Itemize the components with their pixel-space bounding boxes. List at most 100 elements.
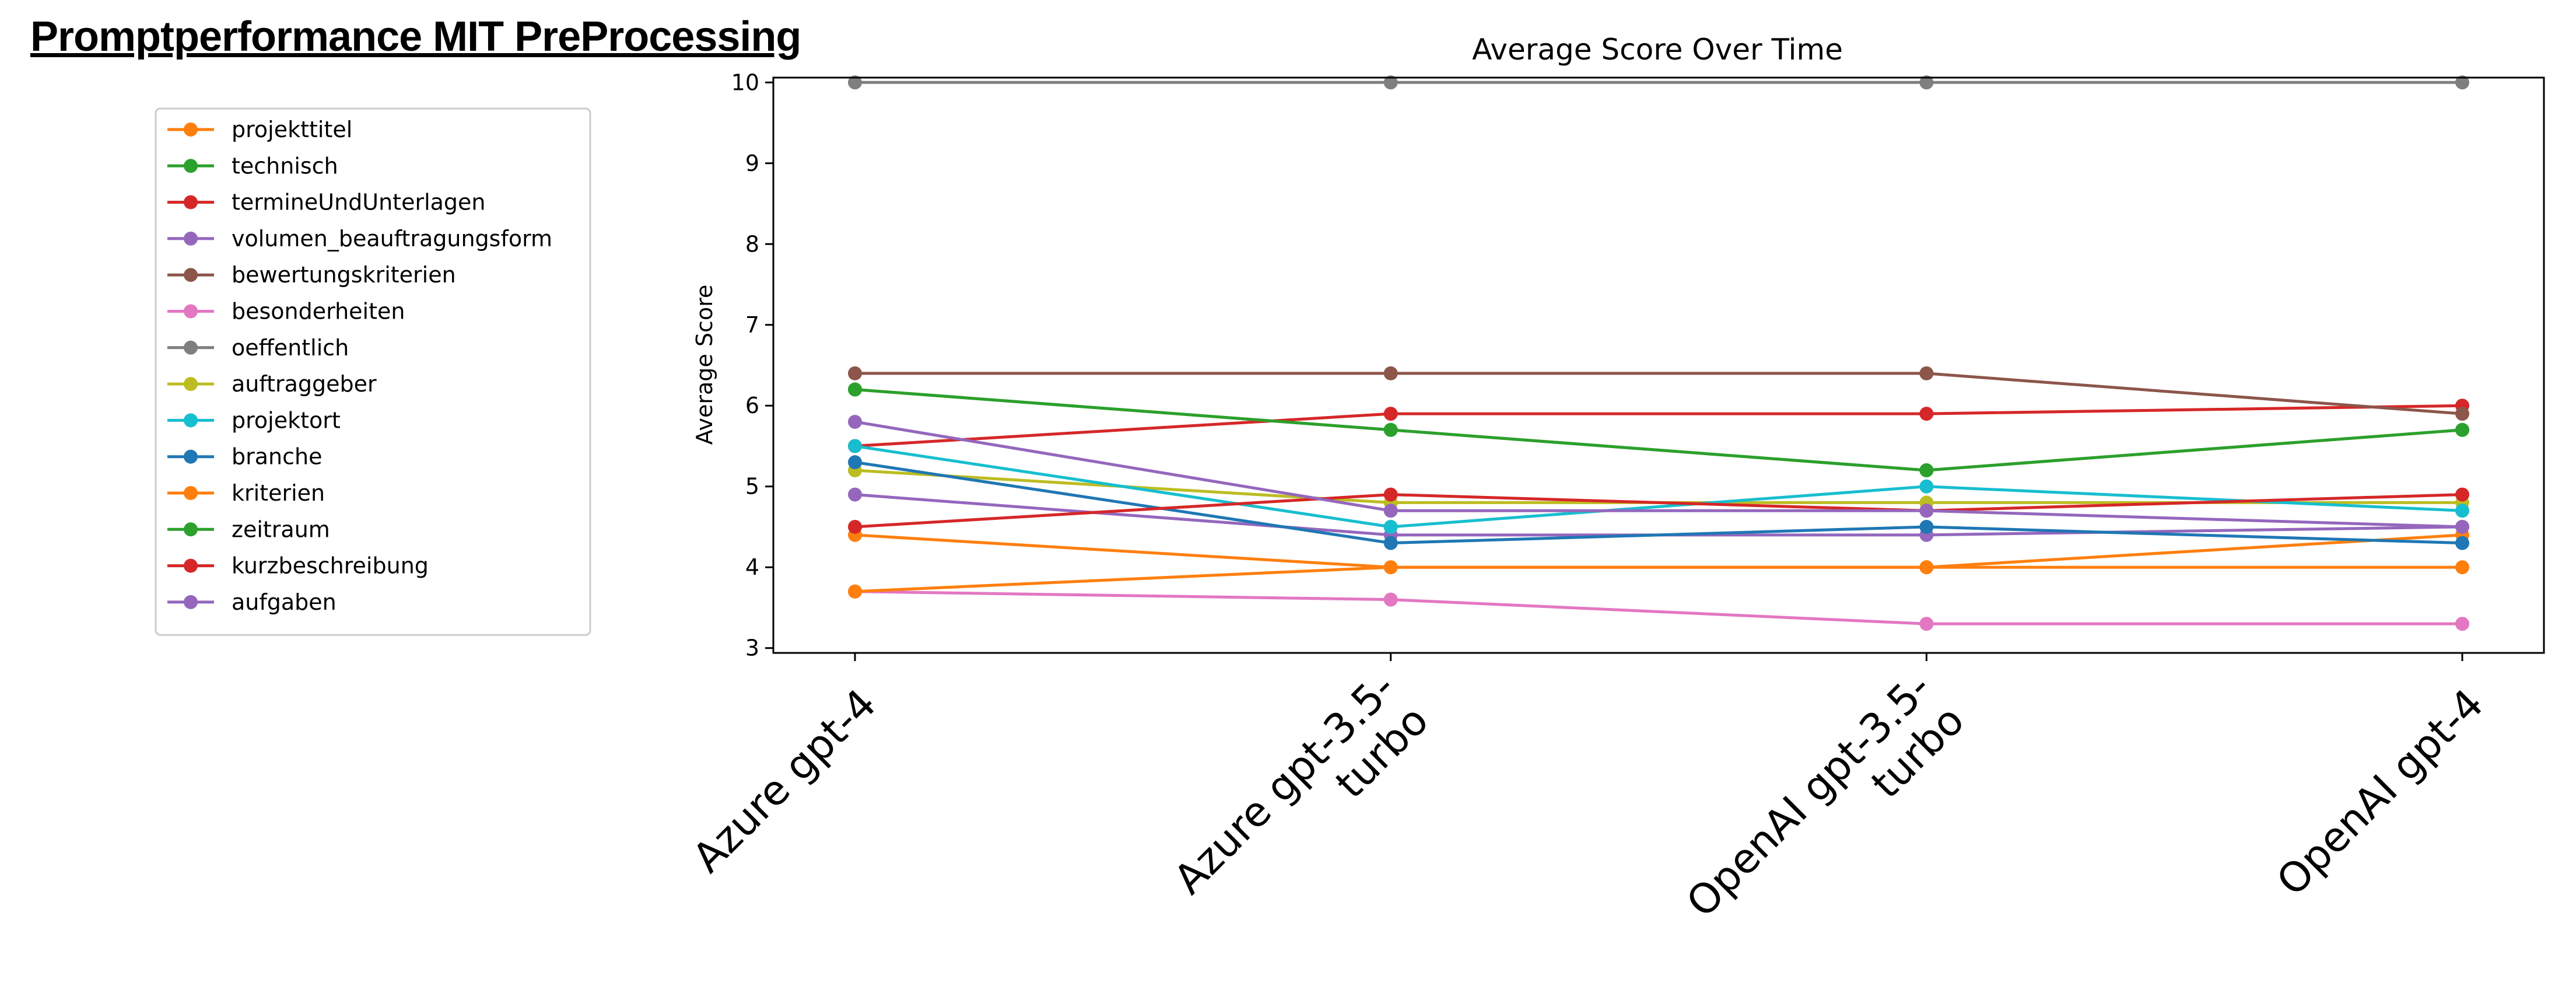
data-point [1383,504,1398,518]
legend-swatch-marker [184,558,198,573]
legend-frame [155,107,591,636]
legend: projekttitel technisch termineUndUnterlage… [155,107,591,636]
y-tick-label: 4 [745,554,759,580]
x-tick-label: Azure gpt-3.5-turbo [1165,663,1438,936]
data-point [1919,519,1934,534]
series-projektort [848,439,2469,534]
series-branche [848,455,2469,550]
data-point [848,455,862,470]
legend-item: projekttitel [167,117,352,142]
legend-label: aufgaben [232,589,337,615]
x-tick-label: Azure gpt-4 [684,680,885,882]
series-zeitraum [848,382,2469,478]
x-tick-label: OpenAI gpt-3.5-turbo [1677,663,1974,960]
series-line [854,388,2463,472]
data-point [2455,407,2469,421]
legend-item: besonderheiten [167,299,405,324]
data-point [2455,75,2469,90]
data-point [2455,519,2469,534]
legend-item: aufgaben [167,589,337,615]
legend-swatch-marker [184,595,198,609]
data-point [848,366,862,380]
data-point [1383,487,1398,502]
data-point [1919,504,1934,518]
data-point [848,519,862,534]
x-tick-label: OpenAI gpt-4 [2267,680,2493,905]
legend-swatch-marker [184,231,198,246]
y-tick-label: 3 [745,635,759,661]
data-point [1383,422,1398,437]
legend-label: zeitraum [232,516,330,542]
legend-label: projekttitel [232,117,352,142]
y-tick-label: 8 [745,231,759,257]
legend-swatch-marker [184,449,198,464]
data-point [848,75,862,90]
legend-label: oeffentlich [232,335,349,361]
data-point [2455,617,2469,631]
x-axis: Azure gpt-4 Azure gpt-3.5-turbo OpenAI gpt… [684,653,2493,960]
data-point [2455,504,2469,518]
legend-item: volumen_beauftragungsform [167,226,552,251]
series-oeffentlich [848,75,2469,90]
legend-swatch-marker [184,195,198,209]
y-tick-label: 7 [745,312,759,338]
legend-swatch-marker [184,340,198,355]
data-point [1919,75,1934,90]
data-point [1919,560,1934,575]
legend-item: bewertungskriterien [167,262,456,288]
series-kriterien [848,560,2469,599]
data-point [848,382,862,397]
series-bewertungskriterien [848,366,2469,421]
series-line [854,590,2462,625]
y-tick-label: 9 [745,151,759,176]
data-point [1919,366,1934,380]
legend-label: kurzbeschreibung [232,553,429,579]
legend-item: branche [167,444,322,470]
legend-item: technisch [167,153,338,179]
legend-swatch-marker [184,304,198,319]
legend-item: projektort [167,407,341,433]
legend-item: kriterien [167,480,325,506]
y-axis-label: Average Score [692,285,717,445]
data-point [1919,617,1934,631]
legend-label: projektort [232,407,341,433]
series-line [854,445,2463,529]
chart-title: Average Score Over Time [1472,33,1843,67]
legend-item: termineUndUnterlagen [167,190,486,215]
legend-label: bewertungskriterien [232,262,456,288]
legend-label: termineUndUnterlagen [232,190,486,215]
legend-swatch-marker [184,268,198,282]
data-point [1383,560,1398,575]
data-point [1383,407,1398,421]
series-line [854,565,2462,593]
data-point [1383,75,1398,90]
legend-label: volumen_beauftragungsform [232,226,552,251]
series-besonderheiten [848,584,2469,631]
y-tick-label: 5 [745,474,759,499]
series-line [854,493,2463,529]
data-point [2455,536,2469,550]
data-point [1383,519,1398,534]
legend-swatch-marker [184,377,198,392]
series-line [854,404,2463,448]
legend-swatch-marker [184,486,198,500]
data-point [848,439,862,453]
data-point [1383,366,1398,380]
data-point [848,584,862,599]
data-point [2455,487,2469,502]
plot-area-frame [772,76,2545,654]
legend-label: kriterien [232,480,325,506]
slide-title: Promptperformance MIT PreProcessing [30,13,801,60]
legend-label: branche [232,444,322,470]
legend-item: zeitraum [167,516,330,542]
data-point [1919,479,1934,494]
series-line [854,460,2463,545]
legend-swatch-marker [184,123,198,137]
legend-item: oeffentlich [167,335,349,361]
data-point [848,414,862,429]
series-line [854,388,2463,472]
data-point [1383,536,1398,550]
legend-item: kurzbeschreibung [167,553,429,579]
y-tick-label: 6 [745,393,759,418]
